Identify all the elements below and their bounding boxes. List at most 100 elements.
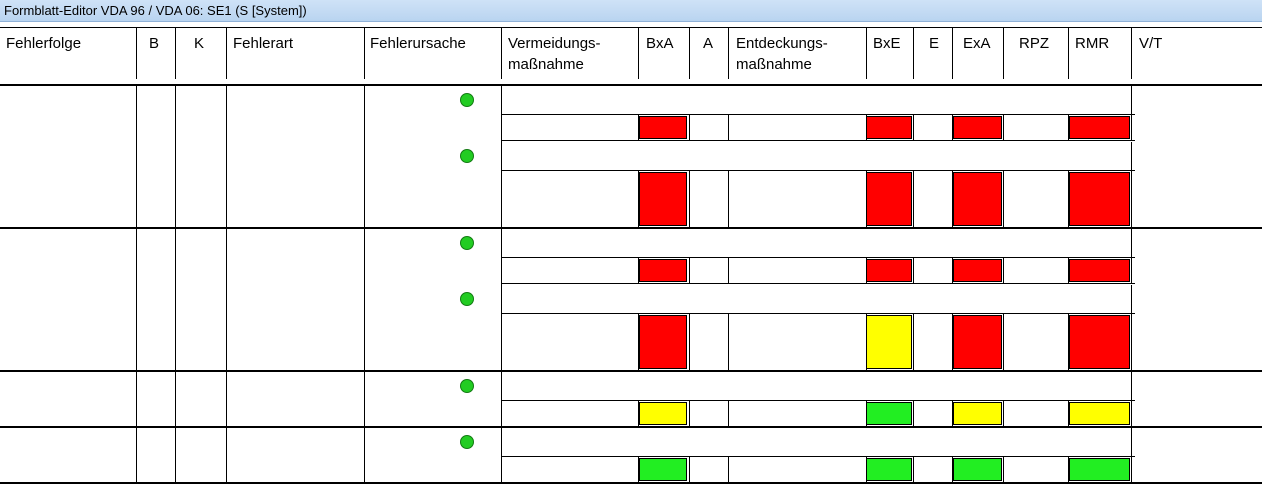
column-divider (175, 86, 176, 229)
window-title-bar: Formblatt-Editor VDA 96 / VDA 06: SE1 (S… (0, 0, 1262, 22)
header-top-line (0, 27, 1262, 28)
group-bottom-line (0, 370, 1262, 372)
header-divider (913, 27, 914, 79)
cell-divider (1131, 86, 1132, 115)
cell-divider (866, 457, 867, 482)
cell-divider (1131, 142, 1132, 171)
header-k[interactable]: K (194, 35, 205, 52)
cell-divider (638, 171, 639, 227)
bxa-indicator (639, 458, 687, 481)
column-divider (175, 428, 176, 484)
cell-divider (1131, 401, 1132, 426)
exa-indicator (953, 116, 1002, 139)
cell-divider (866, 401, 867, 426)
header-bxa[interactable]: BxA (646, 35, 674, 52)
cell-divider (1003, 314, 1004, 370)
cell-divider (952, 171, 953, 227)
cell-divider (638, 115, 639, 140)
cell-divider (913, 401, 914, 426)
header-divider (1003, 27, 1004, 79)
stand-divider (501, 114, 1135, 115)
status-dot-icon (460, 93, 474, 107)
header-vt[interactable]: V/T (1139, 35, 1163, 52)
rmr-indicator (1069, 116, 1130, 139)
header-a[interactable]: A (703, 35, 714, 52)
cell-divider (728, 401, 729, 426)
column-divider (175, 372, 176, 428)
cell-divider (1131, 372, 1132, 401)
column-divider (136, 86, 137, 229)
cell-divider (689, 314, 690, 370)
status-dot-icon (460, 292, 474, 306)
cell-divider (638, 314, 639, 370)
cell-divider (1003, 258, 1004, 283)
header-divider (1131, 27, 1132, 79)
header-e[interactable]: E (929, 35, 940, 52)
cell-divider (689, 171, 690, 227)
header-entdeckung[interactable]: Entdeckungs- maßnahme (736, 33, 828, 75)
exa-indicator (953, 402, 1002, 425)
header-rpz[interactable]: RPZ (1019, 35, 1049, 52)
header-divider (728, 27, 729, 79)
cell-divider (1068, 258, 1069, 283)
rmr-indicator (1069, 315, 1130, 369)
column-divider (501, 428, 502, 484)
cell-divider (689, 115, 690, 140)
header-divider (226, 27, 227, 79)
bxa-indicator (639, 315, 687, 369)
cell-divider (638, 258, 639, 283)
window-title: Formblatt-Editor VDA 96 / VDA 06: SE1 (S… (4, 3, 307, 18)
bxe-indicator (866, 259, 912, 282)
header-vermeidung-line1: Vermeidungs- (508, 35, 601, 52)
bxa-indicator (639, 259, 687, 282)
stand-bottom-line (501, 140, 1135, 141)
cell-divider (1068, 115, 1069, 140)
cell-divider (866, 258, 867, 283)
header-divider (501, 27, 502, 79)
group-bottom-line (0, 227, 1262, 229)
column-divider (364, 86, 365, 229)
cell-divider (1003, 401, 1004, 426)
column-divider (501, 372, 502, 428)
cell-divider (913, 258, 914, 283)
cell-divider (866, 171, 867, 227)
header-rmr[interactable]: RMR (1075, 35, 1110, 52)
cell-divider (866, 115, 867, 140)
header-fehlerart[interactable]: Fehlerart (233, 35, 294, 52)
cell-divider (1131, 115, 1132, 140)
column-divider (226, 428, 227, 484)
cell-divider (1068, 457, 1069, 482)
column-divider (136, 372, 137, 428)
cell-divider (1131, 258, 1132, 283)
stand-divider (501, 257, 1135, 258)
header-exa[interactable]: ExA (963, 35, 991, 52)
status-dot-icon (460, 379, 474, 393)
header-vermeidung[interactable]: Vermeidungs- maßnahme (508, 33, 601, 75)
exa-indicator (953, 259, 1002, 282)
header-fehlerfolge[interactable]: Fehlerfolge (6, 35, 82, 52)
column-divider (136, 428, 137, 484)
header-b[interactable]: B (149, 35, 160, 52)
header-entdeckung-line1: Entdeckungs- (736, 35, 828, 52)
bxa-indicator (639, 402, 687, 425)
cell-divider (689, 258, 690, 283)
cell-divider (913, 457, 914, 482)
stand-divider (501, 456, 1135, 457)
column-divider (226, 86, 227, 229)
group-bottom-line (0, 482, 1262, 484)
bxe-indicator (866, 172, 912, 226)
rmr-indicator (1069, 458, 1130, 481)
rmr-indicator (1069, 172, 1130, 226)
group-bottom-line (0, 426, 1262, 428)
header-fehlerursache[interactable]: Fehlerursache (370, 35, 466, 52)
header-divider (136, 27, 137, 79)
exa-indicator (953, 315, 1002, 369)
column-divider (175, 229, 176, 372)
column-divider (364, 428, 365, 484)
header-bxe[interactable]: BxE (873, 35, 901, 52)
header-divider (866, 27, 867, 79)
cell-divider (638, 401, 639, 426)
cell-divider (952, 258, 953, 283)
exa-indicator (953, 458, 1002, 481)
